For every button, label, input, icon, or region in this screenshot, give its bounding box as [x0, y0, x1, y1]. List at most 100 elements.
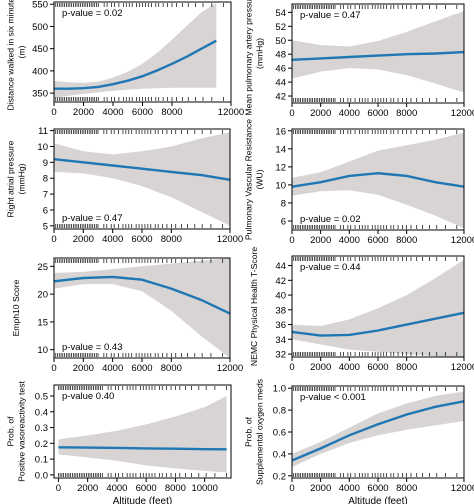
chart-panel-bottom-left: 0.0 0.1 0.2 0.3 0.4 0.5 0 2000 4000 6000 8000 10000… [6, 381, 232, 504]
p-value-annotation: p-value = 0.47 [300, 10, 360, 21]
x-tick-label: 6000 [131, 234, 152, 245]
y-tick-label: 10 [37, 345, 48, 356]
y-axis-title: Right atrial pressure [6, 140, 16, 217]
x-tick-label: 4000 [106, 483, 127, 494]
p-value-annotation: p-value 0.40 [62, 391, 114, 402]
x-tick-label: 8000 [161, 363, 182, 374]
x-tick-label: 4000 [102, 234, 123, 245]
y-tick-label: 52 [275, 22, 286, 33]
x-tick-label: 0 [289, 235, 294, 246]
x-tick-label: 2000 [310, 362, 331, 373]
y-tick-label: 54 [275, 8, 286, 19]
y-tick-label: 46 [275, 64, 286, 75]
y-tick-label: 0.2 [273, 471, 286, 482]
confidence-band [292, 132, 464, 229]
x-tick-label: 12000 [451, 483, 474, 494]
y-tick-label: 14 [275, 144, 286, 155]
fit-line [53, 158, 231, 181]
x-tick-label: 0 [289, 108, 294, 119]
fit-line [53, 275, 231, 315]
rug-marks [55, 130, 224, 228]
x-tick-label: 8000 [396, 483, 417, 494]
x-tick-label: 12000 [451, 362, 474, 373]
y-tick-label: 6 [43, 205, 48, 216]
x-tick-label: 2000 [310, 235, 331, 246]
chart-panel-top-right: 42 44 46 48 50 52 54 0 2000 4000 6000 8000 12000 Mean… [244, 0, 474, 119]
fit-line [291, 311, 465, 337]
x-tick-label: 0 [51, 107, 56, 118]
y-axis-title: Emph10 Score [11, 279, 21, 336]
p-value-annotation: p-value = 0.47 [62, 213, 122, 224]
p-value-annotation: p-value = 0.02 [300, 214, 360, 225]
x-tick-label: 6000 [367, 483, 388, 494]
y-tick-label: 44 [275, 78, 286, 89]
y-tick-label: 9 [43, 158, 48, 169]
x-tick-label: 8000 [165, 483, 186, 494]
fit-line [291, 171, 465, 188]
y-tick-label: 0.6 [273, 428, 286, 439]
x-tick-label: 2000 [310, 483, 331, 494]
y-tick-label: 34 [275, 335, 286, 346]
y-tick-label: 0.1 [35, 455, 48, 466]
x-tick-label: 12000 [451, 108, 474, 119]
y-tick-label: 12 [275, 162, 286, 173]
chart-panel-lower-right: 32 34 36 38 40 42 44 0 2000 4000 6000 8000 12000 NEMC… [249, 247, 474, 373]
fit-line [54, 39, 217, 90]
x-tick-label: 4000 [339, 108, 360, 119]
y-axis-title: Distance walked in six minutes [6, 0, 16, 111]
y-tick-label: 50 [275, 36, 286, 47]
x-tick-label: 8000 [396, 235, 417, 246]
y-tick-label: 400 [32, 66, 48, 77]
y-tick-label: 8 [43, 174, 48, 185]
y-tick-label: 450 [32, 44, 48, 55]
rug-marks [293, 5, 458, 102]
chart-panel-middle-left: 5 6 7 8 9 10 11 0 2000 4000 6000 8000 12000 Right atr… [6, 126, 244, 245]
rug-marks [55, 3, 224, 101]
y-axis-title: Mean pulmonary artery pressure [244, 0, 254, 116]
y-tick-label: 16 [275, 126, 286, 137]
x-tick-label: 12000 [217, 363, 243, 374]
y-tick-label: 42 [275, 276, 286, 287]
x-tick-label: 6000 [367, 108, 388, 119]
rug-marks [55, 259, 224, 357]
x-tick-label: 0 [56, 483, 61, 494]
y-tick-label: 0.8 [273, 406, 286, 417]
y-tick-label: 11 [38, 126, 48, 137]
x-tick-label: 12000 [218, 107, 244, 118]
y-tick-label: 0.4 [35, 407, 48, 418]
y-axis-title: (WU) [255, 169, 265, 189]
y-tick-label: 38 [275, 305, 286, 316]
p-value-annotation: p-value = 0.43 [62, 342, 122, 353]
fit-line [291, 400, 465, 462]
y-tick-label: 5 [43, 221, 48, 232]
x-tick-label: 0 [51, 234, 56, 245]
y-tick-label: 0.3 [35, 423, 48, 434]
x-tick-label: 10000 [191, 483, 217, 494]
y-axis-title: Prob. of [6, 416, 16, 447]
confidence-band [58, 396, 227, 473]
x-tick-label: 4000 [102, 107, 123, 118]
y-tick-label: 1.0 [273, 384, 286, 395]
y-tick-label: 32 [275, 350, 286, 361]
p-value-annotation: p-value = 0.44 [300, 262, 360, 273]
x-tick-label: 12000 [451, 235, 474, 246]
plot-frame [53, 384, 232, 479]
y-axis-title: (mmHg) [17, 163, 27, 194]
y-tick-label: 0.2 [35, 439, 48, 450]
confidence-band [54, 258, 230, 358]
rug-marks [293, 130, 458, 229]
y-axis-title: Prob. of [244, 416, 254, 447]
y-tick-label: 7 [43, 190, 48, 201]
x-tick-label: 6000 [131, 363, 152, 374]
y-axis-title: (m) [17, 45, 27, 58]
chart-panel-top-left: 350 400 450 500 550 0 2000 4000 6000 8000 12000 Dis… [6, 0, 245, 118]
confidence-band [292, 259, 464, 358]
p-value-annotation: p-value < 0.001 [300, 392, 366, 403]
rug-marks [293, 387, 458, 477]
x-tick-label: 2000 [73, 234, 94, 245]
y-axis-title: NEMC Physical Health T-Score [249, 247, 259, 366]
x-axis-title: Altitude (feet) [348, 496, 407, 504]
x-tick-label: 2000 [73, 107, 94, 118]
rug-marks [293, 257, 458, 356]
x-tick-label: 0 [51, 363, 56, 374]
